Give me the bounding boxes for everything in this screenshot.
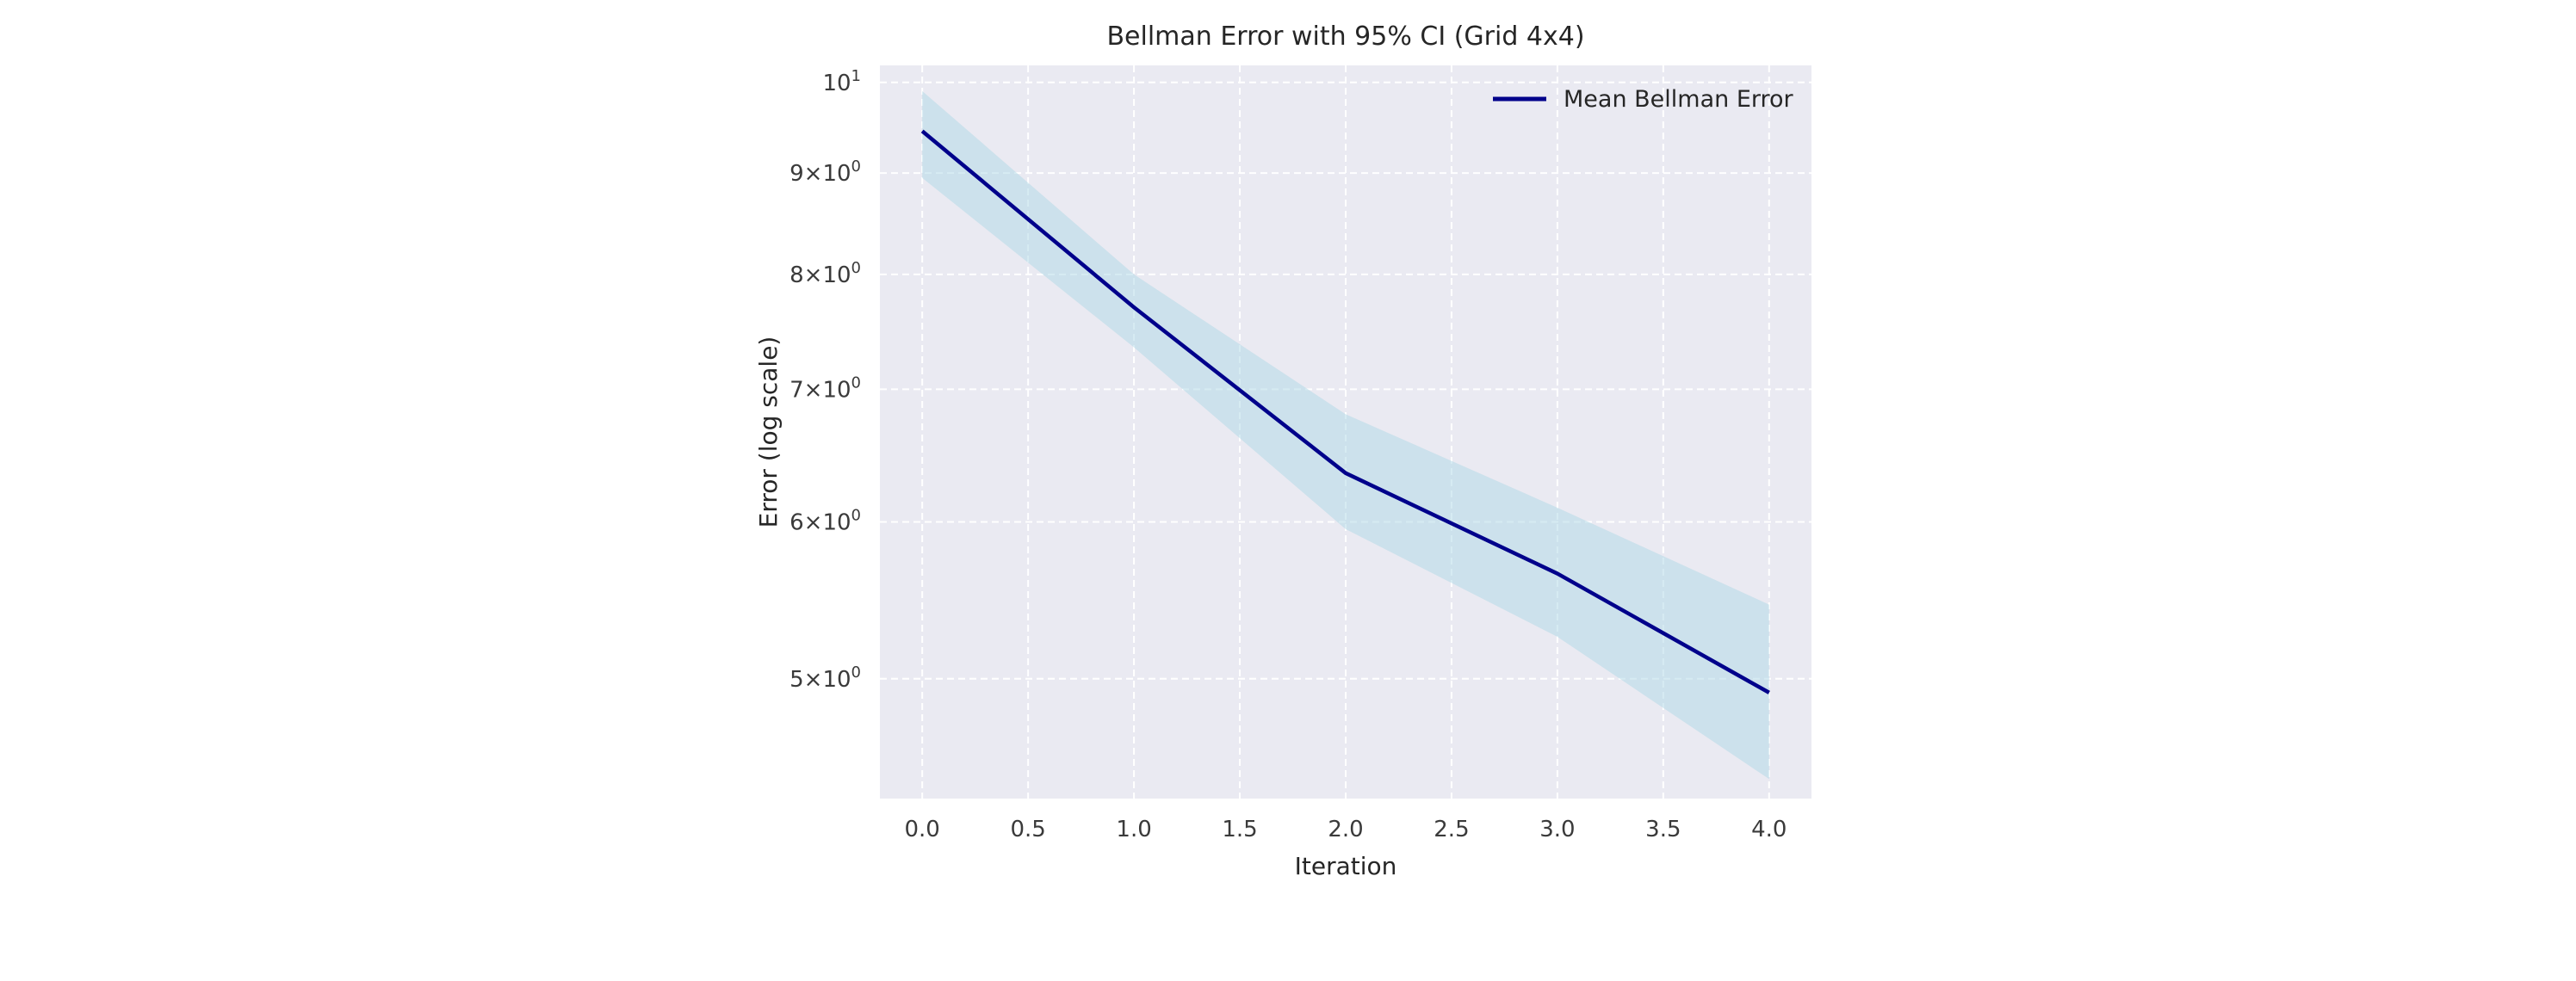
mean-bellman-error-line: [920, 129, 1770, 694]
y-tick-label: 101: [822, 67, 861, 96]
legend: Mean Bellman Error: [1493, 86, 1794, 113]
y-tick-label: 5×100: [790, 663, 861, 693]
y-tick-label: 9×100: [790, 157, 861, 187]
x-tick-label: 1.0: [1116, 817, 1151, 842]
y-tick-label: 6×100: [790, 506, 861, 535]
legend-label: Mean Bellman Error: [1564, 86, 1794, 113]
confidence-interval-band: [922, 90, 1769, 780]
chart-title: Bellman Error with 95% CI (Grid 4x4): [1106, 22, 1584, 52]
x-tick-label: 1.5: [1222, 817, 1257, 842]
y-axis-label: Error (log scale): [754, 336, 783, 528]
y-tick-label: 8×100: [790, 259, 861, 288]
x-axis-ticks: 0.0 0.5 1.0 1.5 2.0 2.5 3.0 3.5 4.0: [905, 817, 1787, 842]
x-tick-label: 4.0: [1751, 817, 1786, 842]
y-tick-label: 7×100: [790, 373, 861, 403]
x-tick-label: 3.0: [1539, 817, 1575, 842]
x-tick-label: 2.5: [1434, 817, 1469, 842]
x-tick-label: 3.5: [1645, 817, 1681, 842]
x-tick-label: 2.0: [1328, 817, 1363, 842]
x-axis-label: Iteration: [1295, 852, 1397, 880]
x-tick-label: 0.5: [1010, 817, 1045, 842]
x-tick-label: 0.0: [905, 817, 940, 842]
y-axis-ticks: 5×100 6×100 7×100 8×100 9×100 101: [790, 67, 861, 693]
